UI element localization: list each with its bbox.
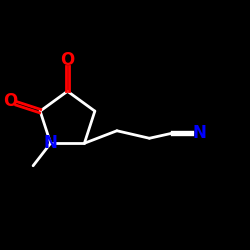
- Text: O: O: [3, 92, 18, 110]
- Text: N: N: [192, 124, 206, 142]
- Text: N: N: [44, 134, 58, 152]
- Text: O: O: [60, 51, 74, 69]
